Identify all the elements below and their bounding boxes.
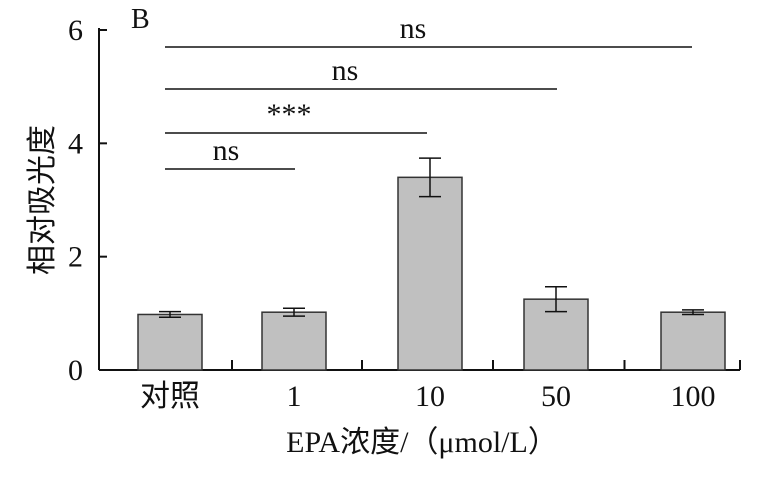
error-bar [419,157,441,198]
x-tick-label: 1 [287,380,302,413]
significance-bracket: ns [165,12,692,48]
significance-label: ns [332,54,359,87]
error-bars [159,157,704,319]
y-axis-title: 相对吸光度 [26,125,59,275]
significance-label: ns [213,134,240,167]
bar [660,311,726,371]
significance-bracket: *** [165,98,427,134]
significance-label: *** [267,98,312,131]
panel-label: B [131,4,150,35]
x-tick-label: 50 [541,380,571,413]
bar [137,313,203,371]
significance-bracket: ns [165,54,557,90]
y-tick-label: 2 [68,241,83,274]
error-bar [159,310,181,319]
significance-label: ns [400,12,427,45]
x-tick-label: 100 [671,380,716,413]
error-bar [682,309,704,316]
bar [397,176,463,371]
y-ticks: 0 2 4 6 [68,14,107,387]
x-tick-label: 10 [415,380,445,413]
error-bar [283,307,305,317]
y-tick-label: 0 [68,354,83,387]
error-bar [545,285,567,313]
x-axis-title: EPA浓度/（μmol/L） [286,426,558,459]
y-tick-label: 6 [68,14,83,47]
x-tick-label: 对照 [140,380,200,413]
bars [137,176,726,371]
y-tick-label: 4 [68,127,83,160]
significance-brackets: ns *** ns ns [165,12,692,170]
significance-bracket: ns [165,134,295,170]
bar [261,311,327,371]
x-ticks: 对照 1 10 50 100 [98,360,741,413]
